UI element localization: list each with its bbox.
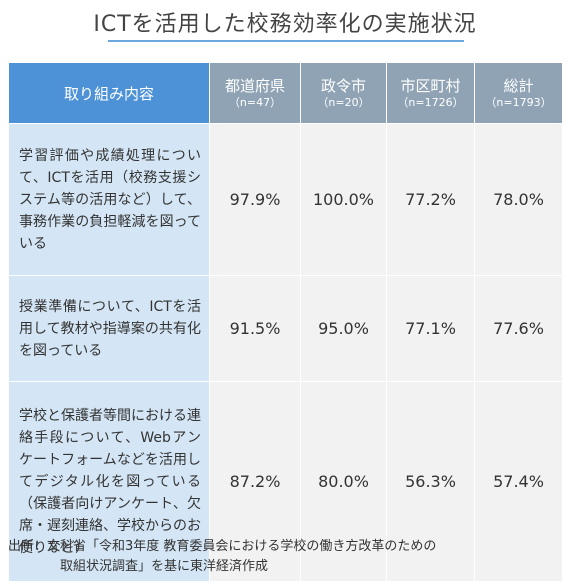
item-cell: 学習評価や成績処理について、ICTを活用（校務支援システム等の活用など）して、事…: [8, 123, 210, 276]
title-underline: [108, 40, 464, 42]
value-cell: 95.0%: [300, 275, 387, 382]
value-cell: 77.6%: [474, 275, 563, 382]
value-cell: 97.9%: [209, 123, 301, 276]
header-sample-size: （n=20）: [317, 95, 370, 109]
header-sample-size: （n=47）: [228, 95, 282, 109]
value-cell: 91.5%: [209, 275, 301, 382]
header-municipalities: 市区町村 （n=1726）: [386, 62, 475, 124]
page-title: ICTを活用した校務効率化の実施状況: [93, 12, 477, 37]
item-cell: 授業準備について、ICTを活用して教材や指導案の共有化を図っている: [8, 275, 210, 382]
table-row: 学習評価や成績処理について、ICTを活用（校務支援システム等の活用など）して、事…: [8, 123, 563, 276]
value-cell: 56.3%: [386, 381, 475, 582]
table-header-row: 取り組み内容 都道府県 （n=47） 政令市 （n=20） 市区町村 （n=17…: [8, 62, 563, 124]
header-prefectures: 都道府県 （n=47）: [209, 62, 301, 124]
header-item: 取り組み内容: [8, 62, 210, 124]
source-line-1: 出所：文科省「令和3年度 教育委員会における学校の働き方改革のための: [8, 539, 437, 554]
value-cell: 78.0%: [474, 123, 563, 276]
header-designated-cities: 政令市 （n=20）: [300, 62, 387, 124]
value-cell: 77.2%: [386, 123, 475, 276]
value-cell: 87.2%: [209, 381, 301, 582]
header-total: 総計 （n=1793）: [474, 62, 563, 124]
source-note: 出所：文科省「令和3年度 教育委員会における学校の働き方改革のための 取組状況調…: [8, 537, 436, 577]
table-row: 授業準備について、ICTを活用して教材や指導案の共有化を図っている 91.5% …: [8, 275, 563, 382]
header-label: 政令市: [320, 76, 366, 95]
value-cell: 80.0%: [300, 381, 387, 582]
status-table: 取り組み内容 都道府県 （n=47） 政令市 （n=20） 市区町村 （n=17…: [8, 62, 563, 582]
value-cell: 77.1%: [386, 275, 475, 382]
header-sample-size: （n=1793）: [485, 95, 552, 109]
item-cell: 学校と保護者等間における連絡手段について、Webアンケートフォームなどを活用して…: [8, 381, 210, 582]
value-cell: 57.4%: [474, 381, 563, 582]
header-label: 総計: [503, 76, 534, 95]
header-label: 都道府県: [224, 76, 285, 95]
table-row: 学校と保護者等間における連絡手段について、Webアンケートフォームなどを活用して…: [8, 381, 563, 582]
header-sample-size: （n=1726）: [397, 95, 464, 109]
source-line-2: 取組状況調査」を基に東洋経済作成: [60, 559, 269, 574]
value-cell: 100.0%: [300, 123, 387, 276]
header-label: 市区町村: [400, 76, 461, 95]
